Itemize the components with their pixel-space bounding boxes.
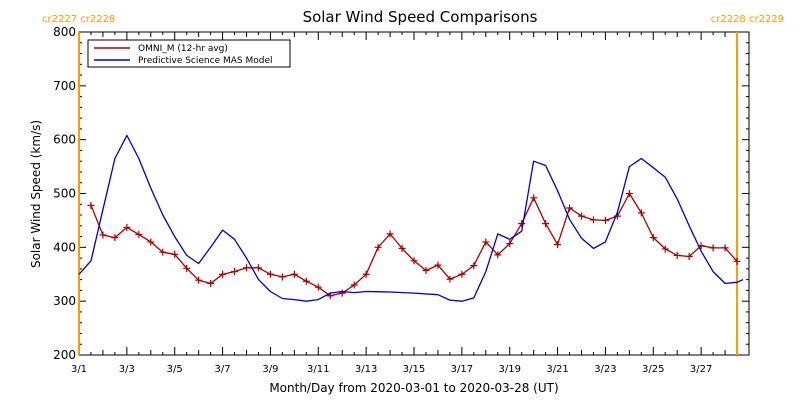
series-point (183, 264, 191, 272)
series-point (135, 230, 143, 238)
y-tick-label: 800 (53, 25, 76, 39)
x-tick-label: 3/3 (119, 364, 135, 375)
series-point (254, 264, 262, 272)
y-tick-label: 600 (53, 133, 76, 147)
series-point (302, 277, 310, 285)
x-tick-label: 3/13 (355, 364, 377, 375)
series-point (314, 283, 322, 291)
series-point (99, 231, 107, 239)
carrington-markers: cr2227 cr2228 cr2228 cr2229 (42, 14, 784, 355)
series-point (374, 243, 382, 251)
series-point (147, 238, 155, 246)
series-point (398, 244, 406, 252)
y-tick-label: 700 (53, 79, 76, 93)
series-point (362, 270, 370, 278)
series-point (434, 261, 442, 269)
series-point (266, 270, 274, 278)
series-point (470, 262, 478, 270)
series-point (494, 251, 502, 259)
series-point (278, 273, 286, 281)
y-axis-label: Solar Wind Speed (km/s) (29, 120, 43, 268)
x-tick-labels: 3/1 3/3 3/5 3/7 3/9 3/11 3/13 3/15 3/17 3/19 3/21 3… (71, 364, 712, 375)
legend-box (87, 39, 291, 68)
plot-frame (78, 31, 750, 356)
series-point (637, 209, 645, 217)
series-line-2 (78, 134, 744, 302)
legend: OMNI_M (12-hr avg) Predictive Science MAS… (87, 39, 291, 68)
x-tick-label: 3/15 (403, 364, 425, 375)
x-tick-label: 3/5 (167, 364, 183, 375)
series-point (554, 241, 562, 249)
series-point (542, 220, 550, 228)
series-point (625, 190, 633, 197)
series-point (243, 264, 250, 272)
series-point (231, 268, 239, 276)
series-point (709, 244, 717, 252)
x-tick-label: 3/27 (690, 364, 712, 375)
series-point (649, 234, 657, 242)
x-tick-label: 3/19 (498, 364, 520, 375)
series-point (219, 270, 227, 278)
series-point (422, 266, 430, 274)
series-point (661, 245, 669, 253)
series-point (578, 212, 585, 220)
x-tick-label: 3/21 (546, 364, 568, 375)
series-point (601, 216, 609, 224)
series-point (386, 230, 394, 238)
series-point (446, 275, 454, 283)
y-tick-labels: 200 300 400 500 600 700 800 (53, 25, 76, 362)
series-point (111, 234, 119, 242)
y-tick-label: 200 (53, 348, 76, 362)
x-tick-label: 3/11 (307, 364, 329, 375)
x-tick-label: 3/17 (451, 364, 473, 375)
x-tick-label: 3/7 (215, 364, 231, 375)
legend-label: OMNI_M (12-hr avg) (138, 44, 228, 54)
series-point (350, 281, 358, 289)
series-point (171, 250, 179, 258)
series-point (207, 279, 215, 287)
series-point (518, 220, 526, 228)
x-tick-label: 3/23 (594, 364, 616, 375)
y-tick-label: 400 (53, 240, 76, 254)
carrington-label: cr2227 cr2228 (42, 14, 115, 25)
x-axis-label: Month/Day from 2020-03-01 to 2020-03-28 … (269, 381, 558, 395)
series-line-1 (90, 192, 738, 297)
chart-title: Solar Wind Speed Comparisons (303, 8, 538, 26)
series-point (589, 216, 597, 224)
x-tick-label: 3/1 (71, 364, 87, 375)
series-point (685, 252, 693, 260)
series-point (733, 257, 741, 265)
carrington-label: cr2228 cr2229 (711, 14, 784, 25)
series-point (338, 289, 346, 297)
y-tick-label: 300 (53, 294, 76, 308)
series-point (721, 244, 729, 252)
x-tick-label: 3/9 (262, 364, 278, 375)
series-point (410, 257, 418, 265)
series-point (87, 201, 95, 209)
axis-ticks (78, 31, 750, 356)
series-layer (78, 134, 744, 302)
series-point (123, 223, 131, 231)
series-point (482, 238, 490, 246)
legend-label: Predictive Science MAS Model (138, 56, 273, 66)
series-point (458, 270, 466, 278)
series-point (530, 194, 538, 202)
x-tick-label: 3/25 (642, 364, 664, 375)
series-point (673, 251, 681, 259)
y-tick-label: 500 (53, 187, 76, 201)
series-point (506, 240, 514, 248)
series-point (195, 276, 203, 284)
series-point (290, 270, 298, 278)
series-point (566, 204, 574, 212)
series-point (159, 248, 167, 256)
